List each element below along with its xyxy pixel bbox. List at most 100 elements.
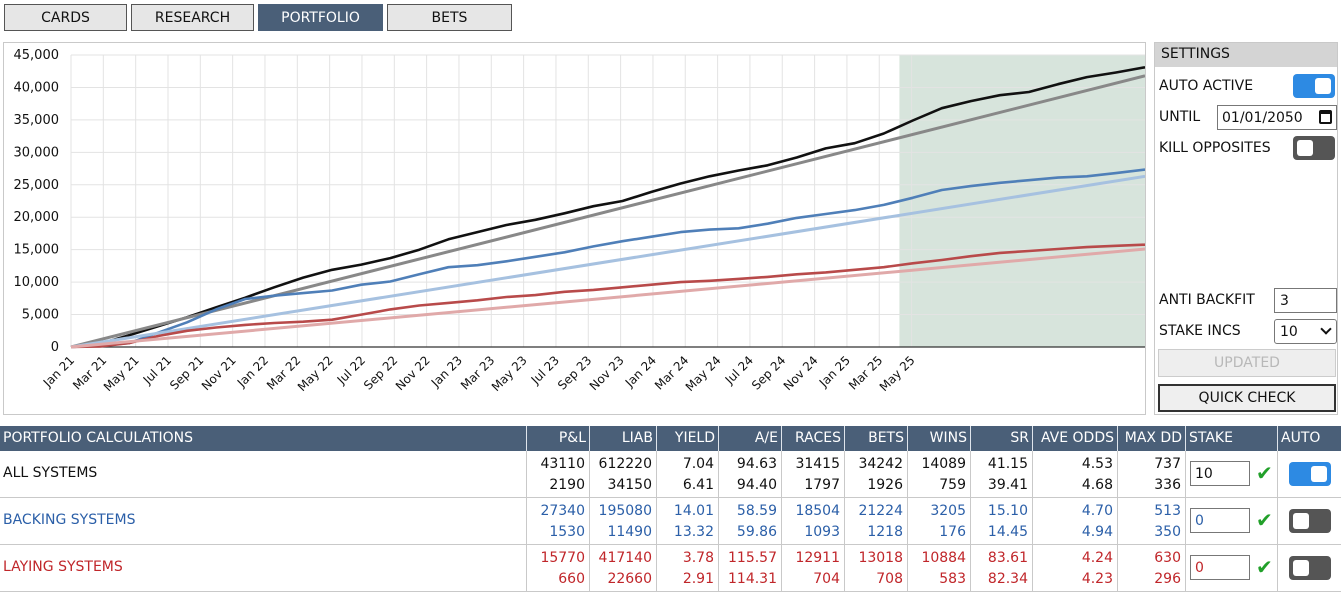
value-top: 3.78: [682, 550, 714, 566]
value-top: 7.04: [682, 456, 714, 472]
col-header: STAKE: [1186, 426, 1278, 451]
series-line: [70, 168, 1145, 349]
value-top: 4.53: [1081, 456, 1113, 472]
tab-bets[interactable]: BETS: [387, 4, 512, 31]
stake-incs-label: STAKE INCS: [1159, 323, 1241, 339]
value-bottom: 13.32: [673, 524, 714, 540]
y-tick-label: 0: [51, 340, 59, 355]
x-tick-label: Nov 21: [199, 353, 239, 393]
value-bottom: 4.68: [1081, 477, 1113, 493]
until-label: UNTIL: [1159, 109, 1201, 125]
check-icon[interactable]: ✔: [1256, 461, 1273, 485]
value-bottom: 14.45: [987, 524, 1028, 540]
x-tick-label: Sep 24: [749, 353, 788, 392]
y-tick-label: 45,000: [14, 48, 60, 63]
value-bottom: 22660: [607, 571, 652, 587]
value-top: 13018: [858, 550, 903, 566]
value-bottom: 708: [876, 571, 903, 587]
y-tick-label: 30,000: [14, 145, 60, 160]
value-cell: 13018 708: [845, 545, 908, 592]
toggle-knob: [1297, 140, 1313, 156]
toggle-knob: [1311, 466, 1327, 482]
portfolio-chart: 0 5,000 10,000 15,000 20,000 25,000 30,000 35,0…: [3, 42, 1146, 415]
value-cell: 12911 704: [782, 545, 845, 592]
value-bottom: 2190: [549, 477, 585, 493]
y-tick-label: 40,000: [14, 80, 60, 95]
x-tick-label: Sep 22: [361, 353, 400, 392]
value-bottom: 704: [813, 571, 840, 587]
value-cell: 513 350: [1118, 498, 1186, 545]
value-cell: 4.70 4.94: [1033, 498, 1118, 545]
check-icon[interactable]: ✔: [1256, 508, 1273, 532]
auto-cell: [1278, 451, 1341, 498]
until-date-value: 01/01/2050: [1222, 109, 1303, 126]
y-tick-label: 25,000: [14, 178, 60, 193]
highlight-region: [899, 55, 1145, 347]
value-cell: 417140 22660: [590, 545, 657, 592]
x-tick-label: May 22: [295, 353, 336, 394]
stake-input[interactable]: 10: [1190, 461, 1250, 486]
toggle-knob: [1293, 560, 1309, 576]
stake-cell: 0 ✔: [1186, 498, 1278, 545]
value-bottom: 59.86: [736, 524, 777, 540]
anti-backfit-label: ANTI BACKFIT: [1159, 292, 1255, 308]
auto-active-toggle[interactable]: [1293, 74, 1335, 98]
tab-cards[interactable]: CARDS: [4, 4, 127, 31]
value-bottom: 11490: [607, 524, 652, 540]
stake-input[interactable]: 0: [1190, 555, 1250, 580]
value-top: 94.63: [736, 456, 777, 472]
auto-toggle[interactable]: [1289, 556, 1331, 580]
value-bottom: 6.41: [682, 477, 714, 493]
tab-portfolio[interactable]: PORTFOLIO: [258, 4, 383, 31]
value-cell: 630 296: [1118, 545, 1186, 592]
col-header: A/E: [719, 426, 782, 451]
value-top: 3205: [930, 503, 966, 519]
auto-toggle[interactable]: [1289, 462, 1331, 486]
value-cell: 195080 11490: [590, 498, 657, 545]
value-bottom: 1218: [867, 524, 903, 540]
row-name: BACKING SYSTEMS: [3, 512, 136, 528]
tab-research[interactable]: RESEARCH: [131, 4, 254, 31]
value-bottom: 583: [939, 571, 966, 587]
value-top: 10884: [921, 550, 966, 566]
toggle-knob: [1293, 513, 1309, 529]
chevron-down-icon: [1320, 323, 1332, 335]
col-header: MAX DD: [1118, 426, 1186, 451]
value-top: 195080: [598, 503, 652, 519]
value-cell: 737 336: [1118, 451, 1186, 498]
value-top: 31415: [795, 456, 840, 472]
quick-check-button[interactable]: QUICK CHECK: [1158, 384, 1336, 412]
x-tick-label: May 25: [877, 353, 918, 394]
settings-panel: SETTINGS AUTO ACTIVE UNTIL 01/01/2050 KI…: [1154, 42, 1338, 415]
backing-systems-row: BACKING SYSTEMS 27340 1530 195080 11490 14.01…: [0, 498, 1341, 545]
value-cell: 15.10 14.45: [971, 498, 1033, 545]
auto-cell: [1278, 498, 1341, 545]
check-icon[interactable]: ✔: [1256, 555, 1273, 579]
value-top: 115.57: [728, 550, 777, 566]
stake-incs-select[interactable]: 10: [1274, 319, 1337, 344]
value-cell: 43110 2190: [527, 451, 590, 498]
x-tick-label: May 24: [683, 353, 724, 394]
value-top: 21224: [858, 503, 903, 519]
value-cell: 18504 1093: [782, 498, 845, 545]
value-bottom: 1926: [867, 477, 903, 493]
kill-opposites-toggle[interactable]: [1293, 136, 1335, 160]
calendar-icon[interactable]: [1319, 110, 1332, 124]
value-cell: 115.57 114.31: [719, 545, 782, 592]
value-cell: 3205 176: [908, 498, 971, 545]
until-date-input[interactable]: 01/01/2050: [1217, 105, 1337, 130]
updated-button[interactable]: UPDATED: [1158, 349, 1336, 377]
auto-toggle[interactable]: [1289, 509, 1331, 533]
value-top: 41.15: [987, 456, 1028, 472]
value-bottom: 336: [1154, 477, 1181, 493]
value-top: 4.24: [1081, 550, 1113, 566]
col-header: LIAB: [590, 426, 657, 451]
y-tick-label: 20,000: [14, 210, 60, 225]
anti-backfit-input[interactable]: 3: [1274, 288, 1337, 313]
table-header: PORTFOLIO CALCULATIONS P&L LIAB YIELD A/…: [0, 426, 1341, 451]
value-bottom: 4.23: [1081, 571, 1113, 587]
stake-input[interactable]: 0: [1190, 508, 1250, 533]
y-tick-label: 15,000: [14, 243, 60, 258]
trend-line: [70, 247, 1145, 349]
value-top: 83.61: [987, 550, 1028, 566]
